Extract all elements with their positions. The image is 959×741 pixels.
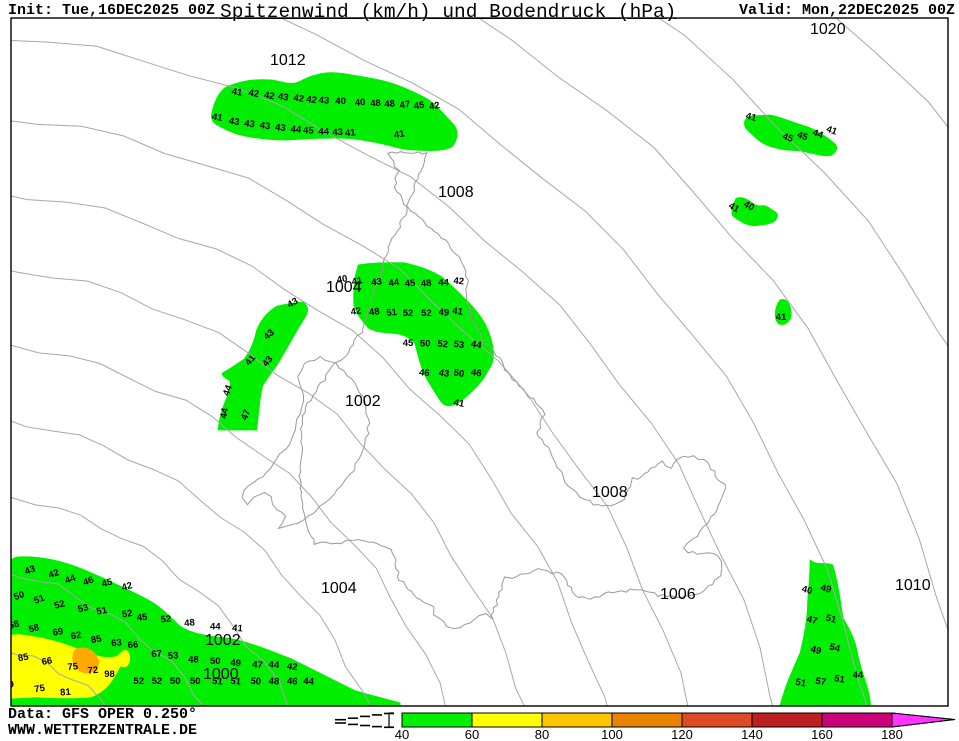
svg-text:42: 42 [350, 305, 362, 318]
svg-text:1010: 1010 [895, 577, 931, 594]
svg-text:40: 40 [395, 727, 409, 741]
svg-text:42: 42 [248, 88, 260, 101]
svg-text:1004: 1004 [326, 279, 362, 296]
svg-text:1012: 1012 [270, 52, 306, 69]
svg-text:66: 66 [41, 655, 53, 668]
svg-text:1020: 1020 [810, 21, 846, 38]
svg-text:48: 48 [420, 278, 431, 290]
svg-text:44: 44 [853, 670, 864, 681]
svg-text:60: 60 [465, 727, 479, 741]
svg-text:47: 47 [252, 659, 263, 671]
svg-text:40: 40 [355, 97, 366, 109]
svg-text:41: 41 [345, 127, 357, 139]
svg-text:43: 43 [228, 116, 240, 129]
svg-text:45: 45 [303, 125, 315, 137]
svg-text:50: 50 [420, 338, 431, 349]
svg-text:52: 52 [160, 614, 171, 626]
svg-text:120: 120 [671, 727, 693, 741]
svg-text:48: 48 [370, 98, 381, 110]
svg-text:50: 50 [190, 676, 201, 687]
svg-text:100: 100 [601, 727, 623, 741]
svg-text:43: 43 [332, 127, 343, 139]
svg-text:43: 43 [259, 120, 271, 132]
svg-text:52: 52 [437, 339, 448, 351]
svg-text:45: 45 [403, 338, 414, 349]
svg-text:66: 66 [127, 639, 138, 651]
svg-text:53: 53 [167, 650, 178, 662]
svg-text:180: 180 [881, 727, 903, 741]
svg-text:48: 48 [368, 306, 380, 318]
svg-text:43: 43 [243, 118, 255, 130]
svg-text:49: 49 [438, 307, 449, 319]
svg-text:1002: 1002 [345, 393, 381, 410]
svg-text:44: 44 [210, 621, 221, 632]
svg-text:46: 46 [286, 676, 297, 688]
svg-text:48: 48 [188, 654, 199, 665]
svg-text:52: 52 [121, 608, 133, 621]
svg-text:51: 51 [386, 307, 398, 319]
svg-text:44: 44 [438, 278, 449, 289]
svg-text:41: 41 [776, 312, 787, 323]
svg-text:48: 48 [384, 98, 395, 110]
svg-text:46: 46 [470, 367, 482, 380]
svg-text:1004: 1004 [321, 580, 357, 597]
svg-text:43: 43 [275, 122, 286, 134]
svg-text:50: 50 [453, 367, 465, 380]
svg-text:42: 42 [428, 100, 440, 113]
svg-text:42: 42 [286, 661, 297, 673]
svg-text:46: 46 [419, 367, 430, 379]
svg-text:42: 42 [293, 93, 305, 105]
svg-text:48: 48 [184, 617, 195, 629]
svg-text:52: 52 [133, 676, 144, 687]
svg-text:80: 80 [535, 727, 549, 741]
svg-text:48: 48 [268, 676, 279, 688]
svg-text:1008: 1008 [592, 484, 628, 501]
svg-text:63: 63 [111, 637, 122, 649]
svg-text:62: 62 [70, 630, 82, 643]
svg-text:44: 44 [290, 124, 302, 136]
svg-text:72: 72 [87, 665, 98, 677]
svg-text:57: 57 [814, 676, 826, 689]
svg-text:67: 67 [151, 648, 162, 660]
svg-text:52: 52 [403, 308, 414, 319]
svg-text:47: 47 [399, 99, 411, 111]
svg-text:75: 75 [67, 661, 79, 673]
svg-text:50: 50 [170, 676, 181, 687]
svg-text:43: 43 [438, 368, 450, 380]
svg-text:44: 44 [318, 126, 329, 137]
svg-text:160: 160 [811, 727, 833, 741]
svg-text:1000: 1000 [203, 666, 239, 683]
svg-text:44: 44 [303, 676, 315, 688]
svg-text:98: 98 [104, 669, 115, 680]
svg-text:40: 40 [335, 96, 346, 107]
svg-text:81: 81 [60, 687, 72, 699]
svg-text:45: 45 [136, 612, 148, 624]
svg-text:42: 42 [305, 94, 317, 106]
svg-text:45: 45 [404, 278, 416, 290]
svg-text:43: 43 [277, 91, 289, 103]
svg-text:53: 53 [453, 339, 465, 351]
svg-text:42: 42 [263, 90, 275, 103]
svg-text:43: 43 [318, 95, 329, 107]
svg-text:1008: 1008 [438, 184, 474, 201]
svg-text:1002: 1002 [205, 632, 241, 649]
svg-text:69: 69 [52, 626, 64, 639]
svg-text:52: 52 [152, 676, 163, 687]
svg-text:1006: 1006 [660, 586, 696, 603]
svg-text:52: 52 [421, 308, 432, 319]
svg-text:140: 140 [741, 727, 763, 741]
svg-text:50: 50 [250, 676, 261, 688]
svg-text:44: 44 [268, 659, 280, 671]
svg-text:43: 43 [371, 276, 383, 288]
svg-text:42: 42 [453, 276, 464, 288]
